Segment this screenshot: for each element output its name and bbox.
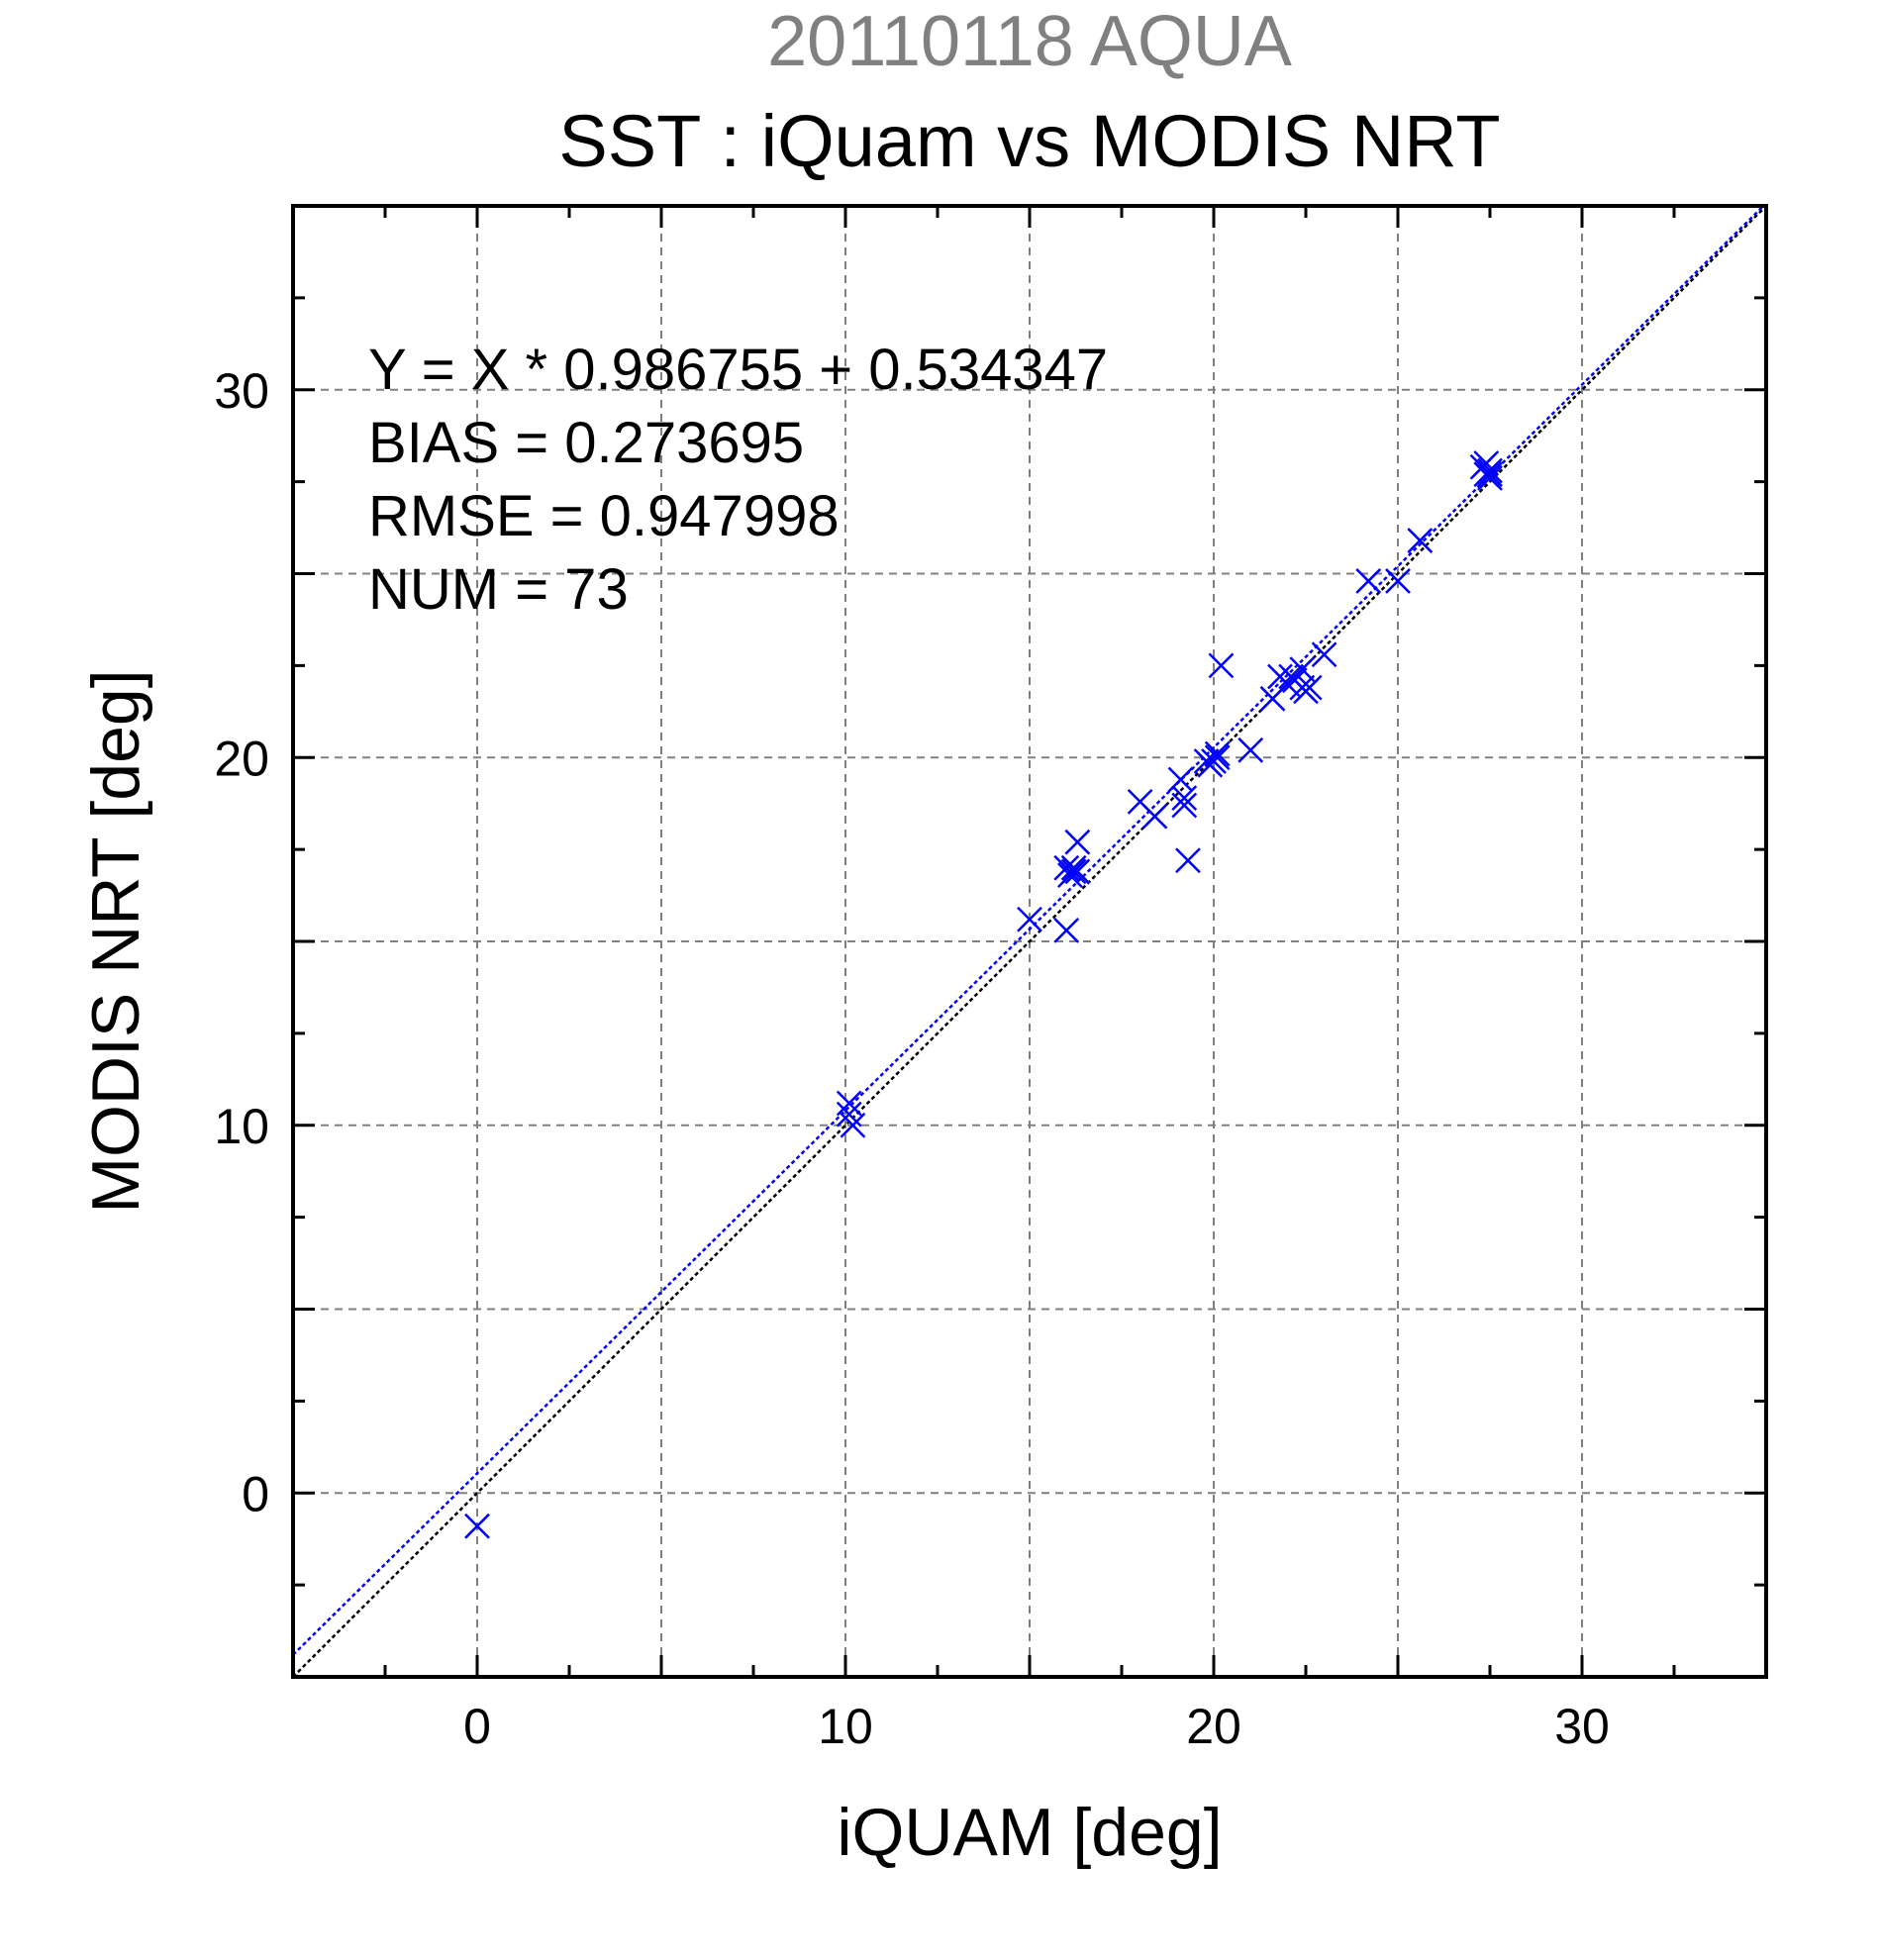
data-point [1171, 785, 1198, 811]
data-point [1289, 656, 1316, 682]
data-point [1204, 740, 1231, 767]
data-point [1289, 674, 1316, 701]
x-axis-label: iQUAM [deg] [837, 1795, 1222, 1870]
x-tick-label: 30 [1554, 1699, 1610, 1754]
data-point [1477, 465, 1503, 491]
data-points [464, 450, 1503, 1539]
x-tick-label: 10 [818, 1699, 873, 1754]
statistics-annotation: Y = X * 0.986755 + 0.534347 BIAS = 0.273… [368, 338, 1108, 622]
chart-title: SST : iQuam vs MODIS NRT [558, 100, 1500, 182]
data-point [836, 1101, 862, 1127]
stat-count: NUM = 73 [368, 557, 629, 622]
data-point [1355, 568, 1382, 594]
reference-lines [292, 205, 1767, 1678]
x-tick-label: 20 [1186, 1699, 1241, 1754]
y-axis-label: MODIS NRT [deg] [78, 669, 153, 1213]
data-point [1296, 674, 1323, 701]
data-point [1385, 568, 1411, 594]
data-point [1407, 528, 1434, 553]
data-point [1017, 906, 1042, 932]
data-point [1477, 457, 1503, 484]
data-point [836, 1090, 862, 1117]
y-tick-label: 20 [214, 731, 269, 786]
data-point [1053, 917, 1080, 943]
data-point [1064, 858, 1091, 885]
data-point [1167, 766, 1194, 793]
plot-frame [291, 204, 1768, 1679]
y-tick-label: 30 [214, 363, 269, 419]
data-point [464, 1513, 490, 1539]
x-tick-label: 0 [463, 1699, 491, 1754]
x-tick-labels: 0 10 20 30 [463, 1699, 1610, 1754]
data-point [1064, 829, 1091, 855]
data-point [1204, 744, 1231, 771]
y-tick-label: 0 [242, 1466, 269, 1521]
data-point [1060, 858, 1087, 885]
y-tick-label: 10 [214, 1099, 269, 1154]
data-point [1141, 803, 1168, 830]
data-point [1208, 652, 1235, 679]
chart-supertitle: 20110118 AQUA [767, 2, 1292, 81]
y-tick-labels: 0 10 20 30 [214, 363, 269, 1522]
identity-line [292, 205, 1767, 1678]
data-point [1238, 736, 1264, 763]
fit-line [292, 205, 1765, 1656]
data-point [1477, 461, 1503, 488]
stat-fit-equation: Y = X * 0.986755 + 0.534347 [368, 338, 1108, 402]
data-point [1311, 641, 1337, 668]
stat-rmse: RMSE = 0.947998 [368, 484, 840, 548]
stat-bias: BIAS = 0.273695 [368, 411, 804, 475]
data-point [1171, 792, 1198, 819]
data-point [1175, 847, 1201, 874]
